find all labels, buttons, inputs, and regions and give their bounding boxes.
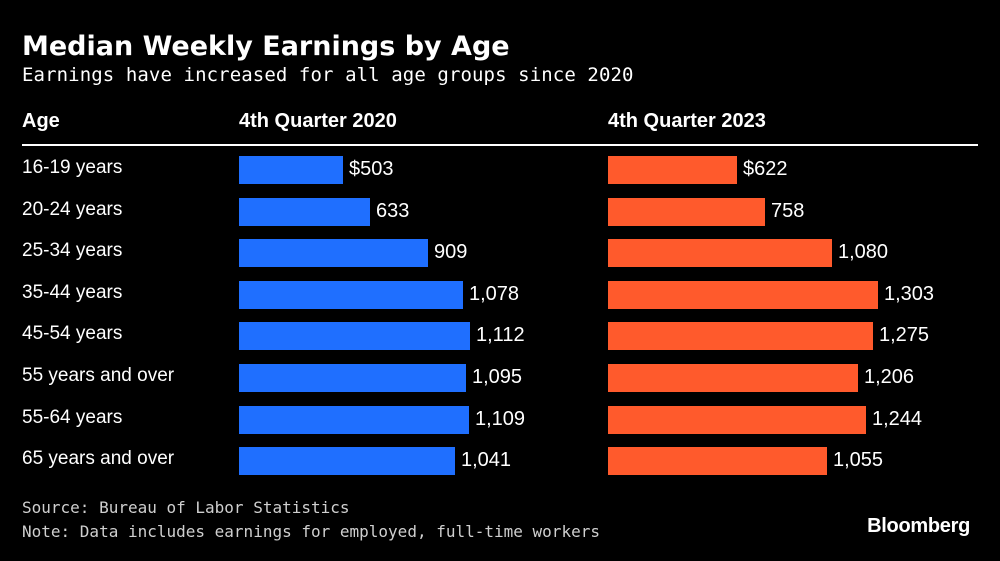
bar-2020 xyxy=(239,156,343,184)
bar-2023 xyxy=(608,447,827,476)
value-label-2020: 1,112 xyxy=(476,324,525,347)
value-label-2020: 909 xyxy=(434,241,468,264)
value-label-2020: $503 xyxy=(349,158,394,180)
source-note: Source: Bureau of Labor Statistics xyxy=(22,498,350,517)
value-label-2020: 1,095 xyxy=(472,366,523,388)
value-label-2020: 1,041 xyxy=(461,449,512,472)
bar-2020 xyxy=(239,239,428,268)
bar-2023 xyxy=(608,239,832,268)
value-label-2023: 1,206 xyxy=(864,366,915,388)
bar-2020 xyxy=(239,405,469,434)
bar-2023 xyxy=(608,322,873,351)
bar-2020 xyxy=(239,322,470,351)
series-2023-header: 4th Quarter 2023 xyxy=(608,110,766,132)
bar-2023 xyxy=(608,197,765,226)
value-label-2023: 1,244 xyxy=(872,407,923,430)
age-label: 45-54 years xyxy=(22,323,123,345)
bar-2023 xyxy=(608,156,737,184)
age-label: 20-24 years xyxy=(22,198,123,220)
age-label: 25-34 years xyxy=(22,240,123,262)
bar-2020 xyxy=(239,197,370,226)
value-label-2023: 758 xyxy=(771,199,805,222)
value-label-2023: 1,055 xyxy=(833,449,884,472)
value-label-2023: 1,080 xyxy=(838,241,889,264)
header-rule xyxy=(22,144,978,146)
age-label: 35-44 years xyxy=(22,281,123,303)
chart-subtitle: Earnings have increased for all age grou… xyxy=(22,64,634,86)
bar-2023 xyxy=(608,364,858,392)
chart-title: Median Weekly Earnings by Age xyxy=(22,31,510,62)
bar-2020 xyxy=(239,280,463,309)
value-label-2020: 633 xyxy=(376,199,410,222)
age-label: 55-64 years xyxy=(22,406,123,428)
value-label-2023: 1,275 xyxy=(879,324,930,347)
value-label-2023: 1,303 xyxy=(884,282,935,305)
value-label-2020: 1,109 xyxy=(475,407,526,430)
age-column-header: Age xyxy=(22,110,60,132)
bar-2023 xyxy=(608,405,866,434)
bar-2020 xyxy=(239,364,466,392)
bloomberg-logo: Bloomberg xyxy=(867,515,970,537)
value-label-2023: $622 xyxy=(743,158,788,180)
bar-2020 xyxy=(239,447,455,476)
series-2020-header: 4th Quarter 2020 xyxy=(239,110,397,132)
age-label: 65 years and over xyxy=(22,448,175,470)
age-label: 55 years and over xyxy=(22,365,175,386)
value-label-2020: 1,078 xyxy=(469,282,520,305)
bar-2023 xyxy=(608,280,878,309)
data-note: Note: Data includes earnings for employe… xyxy=(22,522,600,541)
age-label: 16-19 years xyxy=(22,157,123,178)
